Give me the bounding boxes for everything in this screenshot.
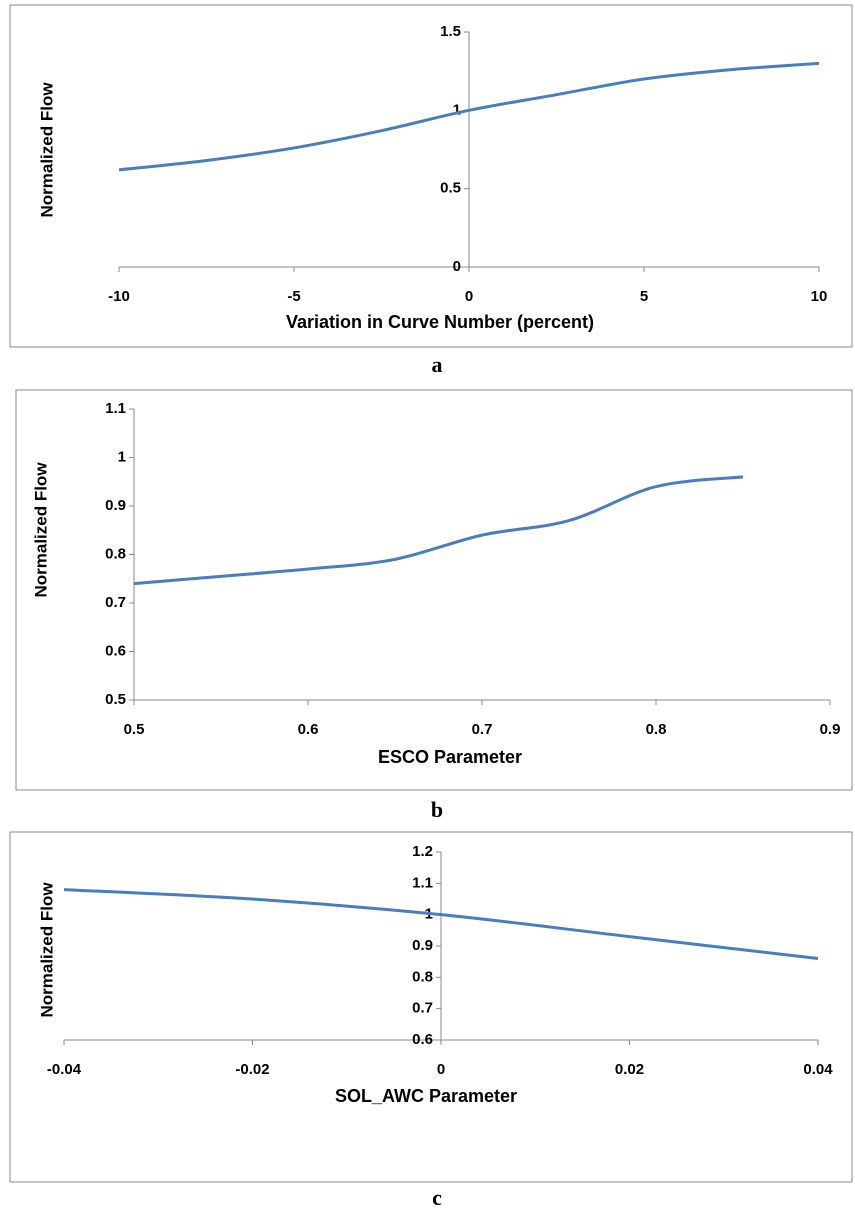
data-line [118,61,820,172]
panel-caption: c [432,1185,442,1210]
y-tick-label: 0.6 [412,1031,433,1048]
y-tick-label: 0.9 [105,497,126,514]
x-tick-label: 10 [811,288,828,305]
x-tick-label: -10 [108,288,130,305]
y-tick-label: 0.5 [440,180,461,197]
y-axis-label: Normalized Flow [37,82,56,218]
x-tick-label: 0 [465,288,473,305]
y-tick-label: 0.7 [412,1000,433,1017]
x-tick-label: -0.02 [235,1061,269,1078]
x-tick-label: 0.9 [820,721,841,738]
x-tick-label: 0 [437,1061,445,1078]
y-tick-label: 0.7 [105,594,126,611]
panel-frame [9,831,853,1183]
x-tick-label: 0.6 [298,721,319,738]
y-tick-label: 0.9 [412,937,433,954]
y-tick-label: 0.8 [105,545,126,562]
x-tick-label: 0.02 [615,1061,644,1078]
x-axis-label: ESCO Parameter [378,747,522,767]
x-tick-label: 0.04 [803,1061,833,1078]
y-tick-label: 1 [453,101,461,118]
y-tick-label: 1.1 [412,874,433,891]
x-axis-label: SOL_AWC Parameter [335,1086,517,1106]
y-tick-label: 0.5 [105,691,126,708]
x-tick-label: -5 [287,288,300,305]
y-tick-label: 0.6 [105,642,126,659]
panel-frame [9,4,853,348]
x-tick-label: 0.8 [646,721,667,738]
panel-caption: a [432,352,443,377]
data-line [63,888,819,961]
y-tick-label: 1.1 [105,400,126,417]
x-tick-label: 5 [640,288,648,305]
y-tick-label: 1.2 [412,843,433,860]
x-tick-label: 0.5 [124,721,145,738]
y-tick-label: 1.5 [440,23,461,40]
y-axis-label: Normalized Flow [37,882,56,1018]
panel-frame [15,389,853,791]
panel-caption: b [431,797,443,822]
y-tick-label: 0 [453,258,461,275]
y-tick-label: 1 [118,448,126,465]
x-axis-label: Variation in Curve Number (percent) [286,312,594,332]
data-line [133,475,744,586]
x-tick-label: 0.7 [472,721,493,738]
y-tick-label: 0.8 [412,968,433,985]
y-axis-label: Normalized Flow [31,462,50,598]
x-tick-label: -0.04 [47,1061,82,1078]
